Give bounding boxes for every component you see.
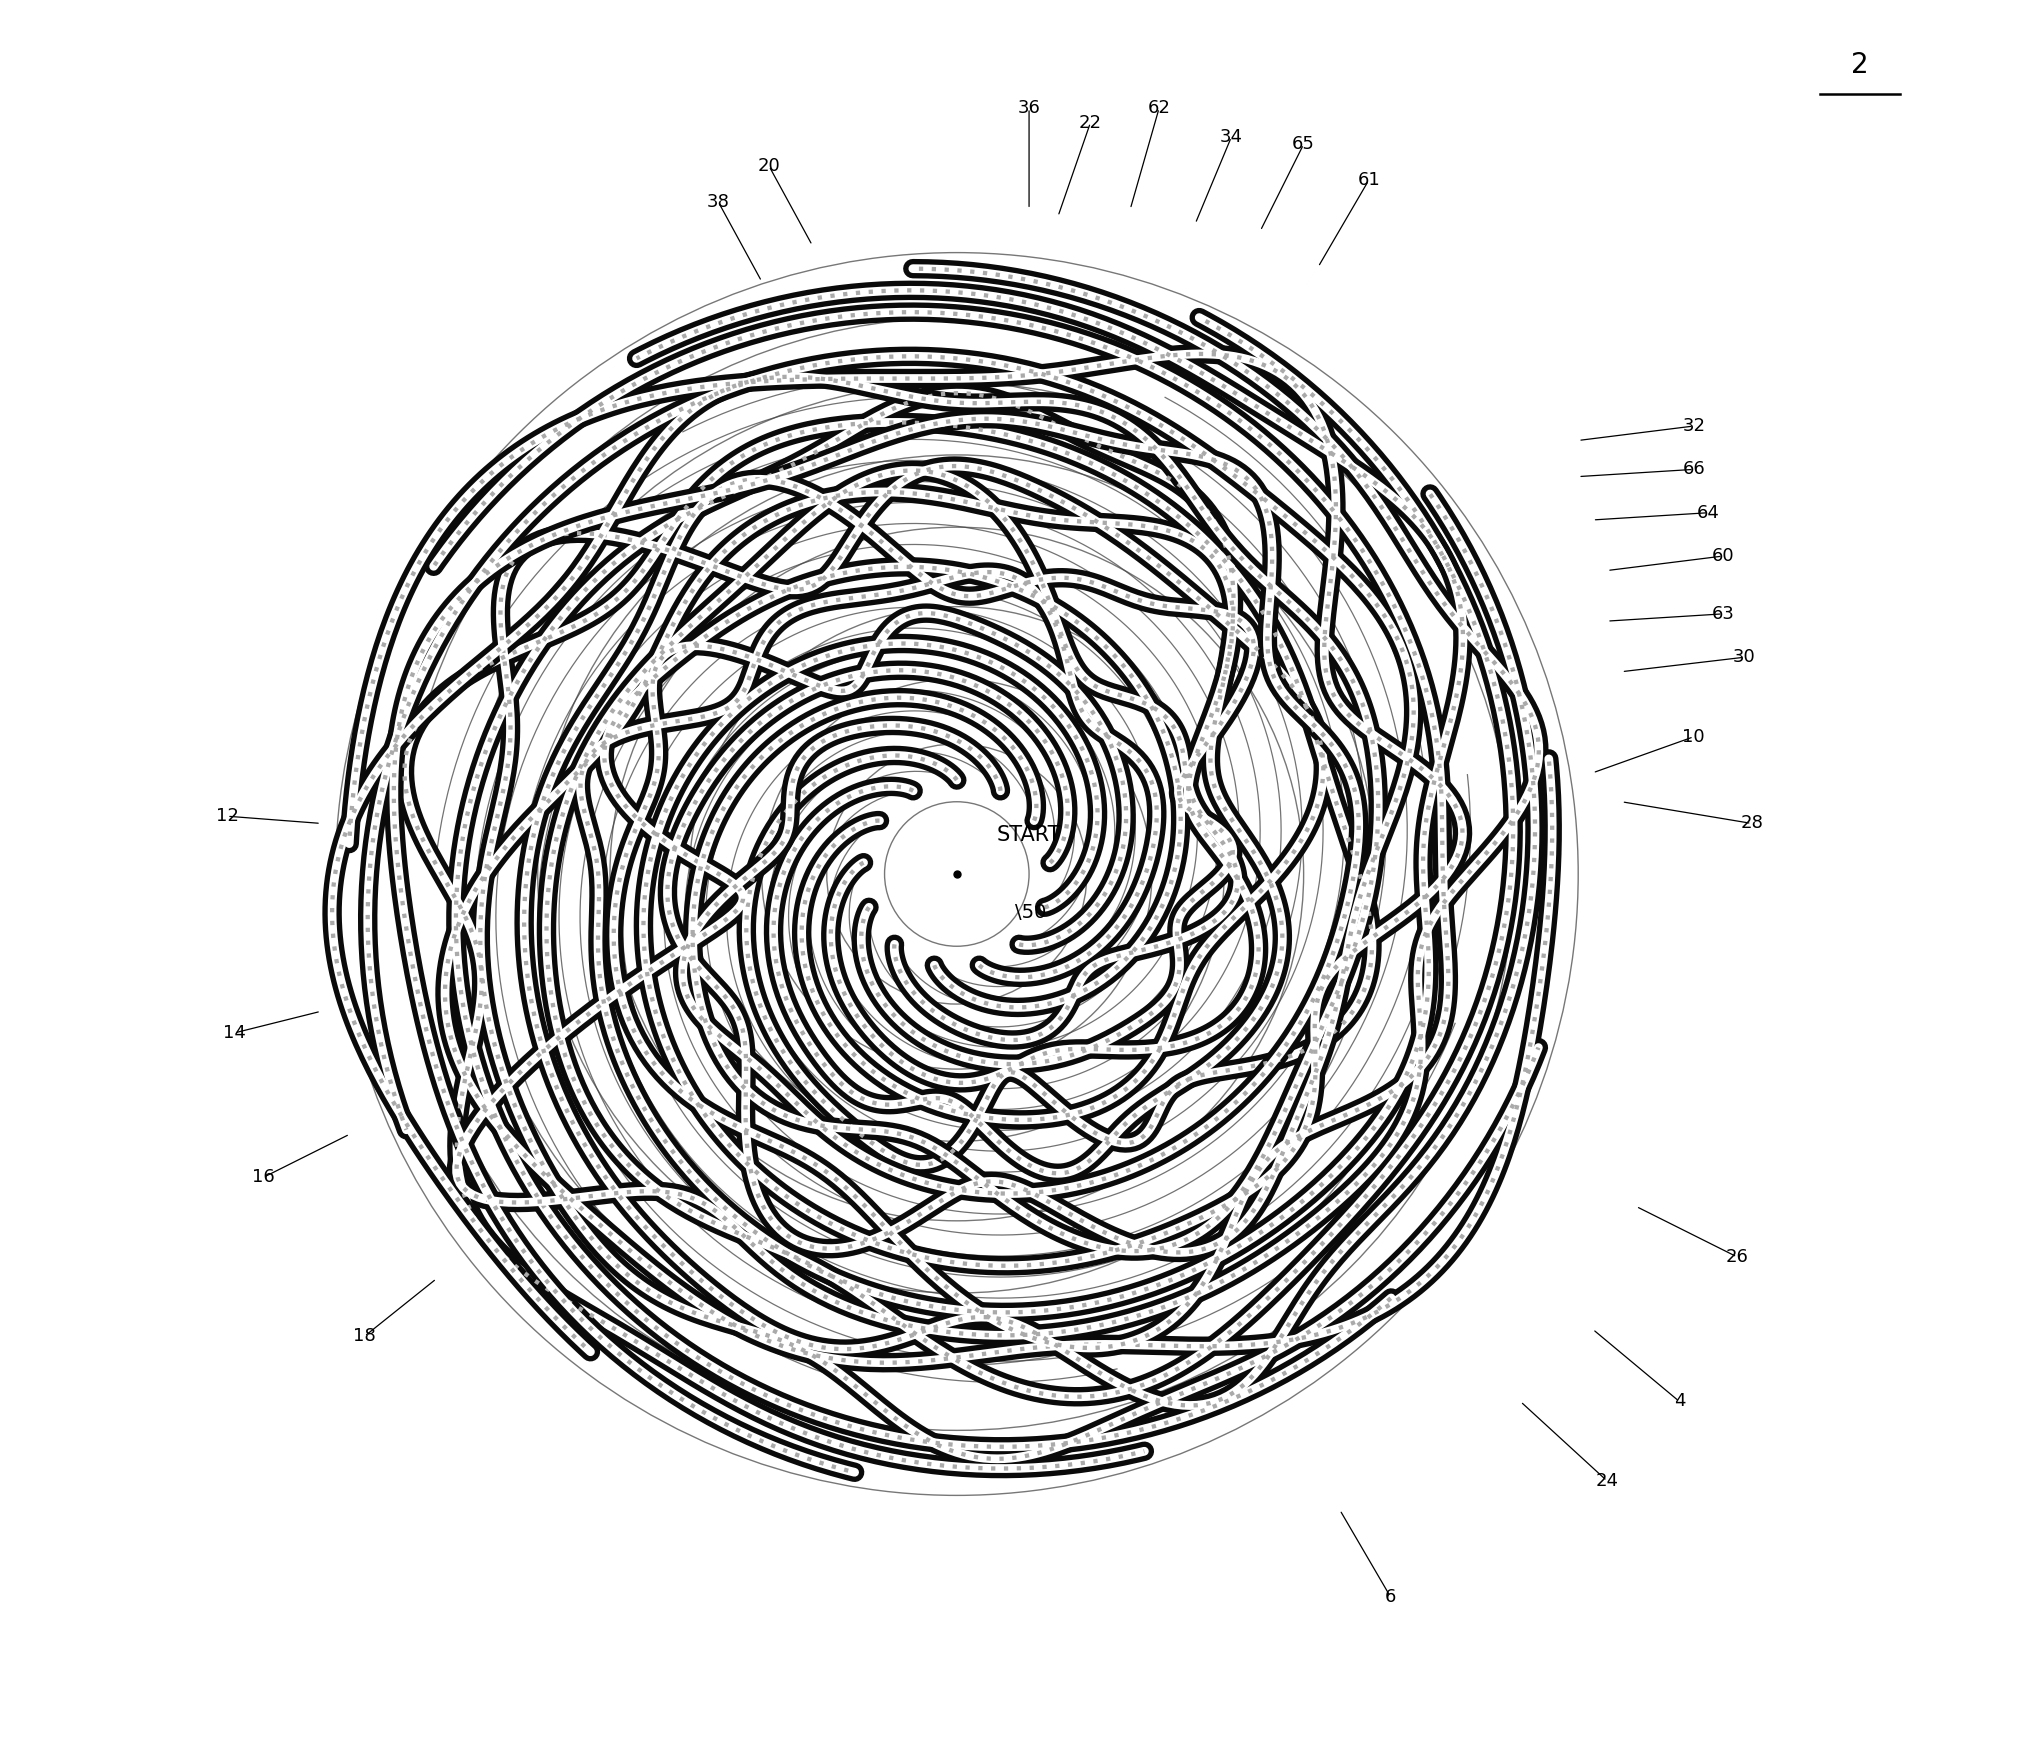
Text: 62: 62 [1148, 100, 1171, 117]
Text: 61: 61 [1357, 171, 1381, 189]
Text: 63: 63 [1711, 605, 1735, 622]
Text: 2: 2 [1852, 51, 1868, 79]
Text: 22: 22 [1080, 114, 1102, 131]
Text: \50: \50 [1015, 904, 1045, 921]
Text: 66: 66 [1682, 460, 1705, 479]
Text: 12: 12 [216, 808, 239, 825]
Text: 65: 65 [1292, 135, 1314, 154]
Text: 34: 34 [1219, 128, 1244, 147]
Text: 16: 16 [253, 1168, 275, 1187]
Text: 32: 32 [1682, 418, 1705, 435]
Text: 30: 30 [1733, 649, 1755, 666]
Text: START: START [997, 825, 1062, 844]
Text: 4: 4 [1674, 1393, 1684, 1411]
Text: 28: 28 [1741, 815, 1763, 832]
Text: 64: 64 [1696, 503, 1719, 521]
Text: 36: 36 [1017, 100, 1041, 117]
Text: 60: 60 [1711, 547, 1735, 565]
Text: 6: 6 [1385, 1587, 1395, 1606]
Text: 20: 20 [758, 157, 780, 175]
Text: 14: 14 [222, 1024, 247, 1042]
Text: 26: 26 [1725, 1248, 1749, 1266]
Text: 24: 24 [1595, 1472, 1618, 1489]
Text: 18: 18 [354, 1327, 376, 1346]
Text: 38: 38 [708, 192, 730, 212]
Text: 10: 10 [1682, 727, 1705, 746]
